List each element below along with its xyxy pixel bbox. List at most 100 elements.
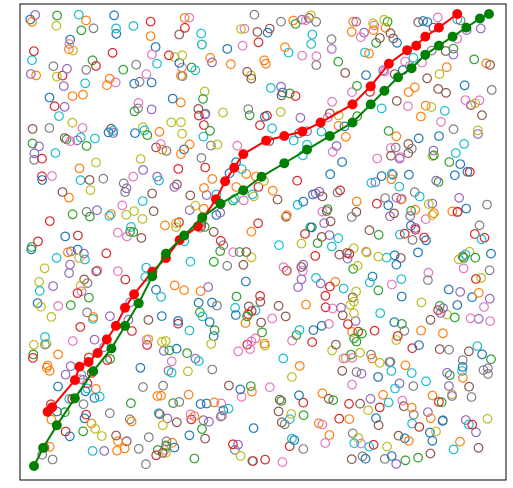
background-point: [316, 320, 327, 331]
background-point: [391, 192, 402, 203]
background-point: [104, 73, 115, 84]
series-point: [420, 31, 431, 42]
background-point: [444, 344, 454, 355]
series-point: [160, 248, 171, 259]
background-point: [244, 110, 255, 121]
background-point: [406, 143, 417, 154]
background-point: [410, 204, 421, 215]
background-point: [395, 229, 405, 240]
series-point: [129, 289, 140, 300]
background-point: [368, 25, 379, 36]
background-point: [199, 109, 210, 120]
background-point: [48, 61, 59, 72]
background-point: [186, 414, 197, 425]
background-point: [257, 327, 268, 338]
background-point: [121, 209, 132, 220]
background-point: [133, 97, 144, 108]
background-point: [91, 61, 101, 71]
background-point: [28, 349, 39, 360]
background-point: [106, 209, 116, 220]
background-point: [199, 86, 210, 97]
background-point: [344, 248, 355, 259]
background-point: [473, 442, 484, 453]
background-point: [176, 70, 186, 81]
series-point: [302, 144, 312, 155]
series-point: [256, 171, 267, 182]
background-point: [413, 133, 424, 144]
background-point: [67, 117, 78, 128]
background-point: [85, 185, 96, 196]
background-point: [398, 401, 409, 412]
background-point: [459, 138, 470, 149]
background-point: [41, 362, 52, 373]
background-point: [104, 311, 115, 322]
background-point: [312, 238, 323, 249]
background-point: [334, 249, 345, 260]
background-point: [47, 454, 58, 465]
background-point: [53, 381, 63, 392]
background-point: [212, 139, 223, 150]
background-point: [48, 281, 58, 292]
background-point: [317, 388, 328, 399]
background-point: [374, 357, 385, 368]
background-point: [439, 105, 450, 116]
background-point: [171, 218, 182, 229]
background-point: [390, 383, 400, 394]
background-point: [190, 200, 201, 211]
series-point: [229, 162, 240, 173]
background-point: [164, 345, 175, 356]
background-point: [153, 408, 164, 419]
background-point: [294, 361, 305, 371]
background-point: [418, 16, 429, 26]
background-point: [287, 433, 297, 444]
background-point: [304, 12, 314, 23]
background-point: [156, 390, 166, 401]
background-point: [185, 409, 196, 420]
background-point: [246, 226, 257, 237]
series-point: [74, 361, 85, 372]
background-point: [243, 309, 254, 320]
background-point: [343, 319, 353, 330]
background-point: [241, 247, 252, 257]
background-point: [72, 288, 83, 299]
background-point: [294, 390, 304, 401]
background-point: [395, 152, 406, 163]
series-point: [238, 185, 249, 196]
background-point: [486, 354, 496, 365]
background-point: [184, 205, 195, 216]
background-point: [212, 300, 222, 311]
background-point: [324, 430, 335, 440]
background-point: [482, 413, 493, 424]
background-point: [136, 232, 147, 243]
background-point: [238, 259, 249, 270]
series-point: [69, 393, 80, 404]
background-point: [63, 247, 73, 258]
background-point: [236, 24, 246, 34]
background-point: [60, 369, 71, 380]
background-point: [391, 459, 402, 469]
background-point: [470, 252, 481, 263]
background-point: [184, 430, 195, 441]
background-point: [34, 141, 44, 152]
background-point: [355, 347, 366, 358]
background-point: [182, 348, 193, 359]
background-point: [365, 393, 376, 404]
background-point: [253, 37, 264, 48]
background-point: [89, 334, 100, 345]
background-point: [373, 420, 384, 431]
background-point: [317, 191, 328, 202]
background-point: [197, 311, 208, 322]
background-point: [267, 123, 278, 134]
background-point: [242, 311, 253, 322]
background-point: [416, 297, 427, 308]
background-point: [276, 90, 287, 101]
background-point: [248, 191, 259, 202]
background-point: [427, 198, 438, 209]
background-point: [325, 169, 336, 180]
background-point: [432, 12, 443, 23]
background-point: [111, 23, 121, 34]
background-point: [129, 206, 140, 217]
background-point: [138, 164, 149, 175]
background-point: [36, 301, 46, 312]
